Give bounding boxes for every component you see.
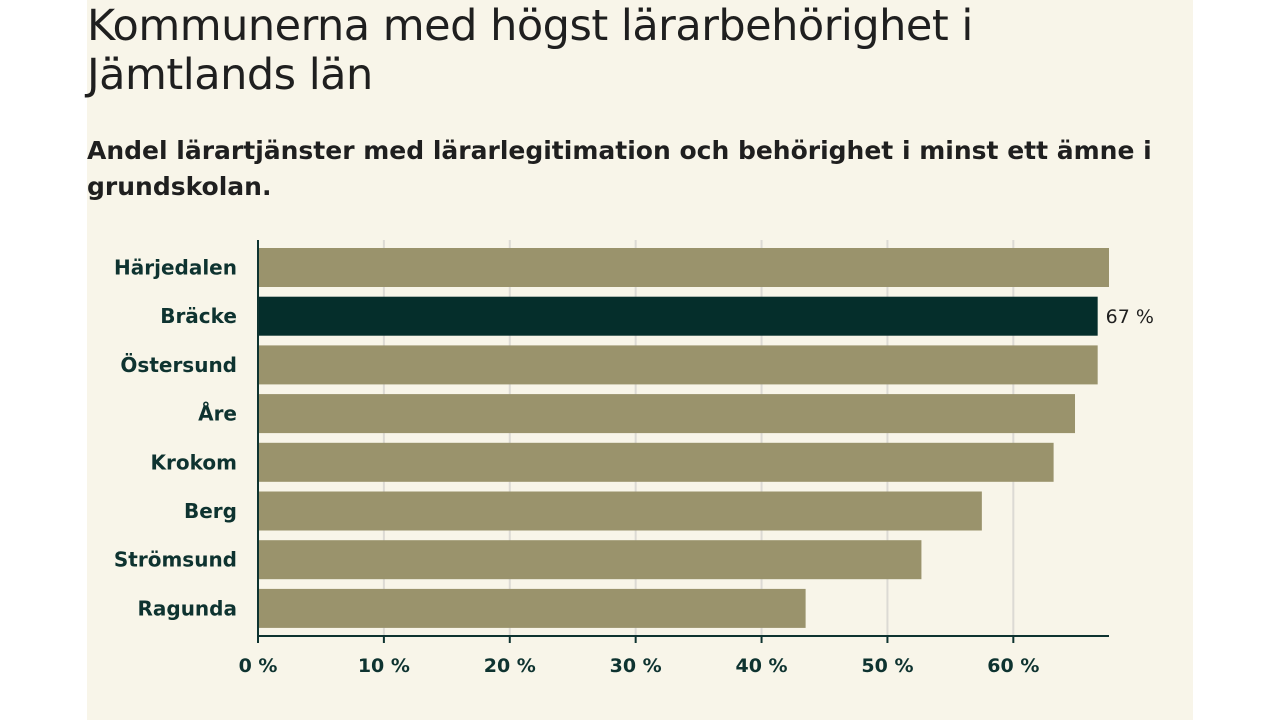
category-label-7: Ragunda <box>137 596 237 620</box>
bar-0 <box>258 248 1109 287</box>
bar-4 <box>258 442 1054 482</box>
category-label-0: Härjedalen <box>114 256 237 280</box>
bar-6 <box>258 540 922 580</box>
x-tick-label-60: 60 % <box>987 655 1039 677</box>
bar-3 <box>258 394 1076 434</box>
bar-5 <box>258 491 982 531</box>
bar-2 <box>258 345 1098 385</box>
category-label-1: Bräcke <box>160 304 237 328</box>
bar-7 <box>258 588 806 628</box>
category-label-2: Östersund <box>120 353 237 377</box>
category-label-3: Åre <box>198 402 237 426</box>
data-label-1: 67 % <box>1106 306 1154 328</box>
chart-subtitle: Andel lärartjänster med lärarlegitimatio… <box>87 136 1152 201</box>
x-tick-label-10: 10 % <box>358 655 410 677</box>
category-label-4: Krokom <box>151 450 237 474</box>
chart-title: Kommunerna med högst lärarbehörighet i J… <box>87 1 973 100</box>
category-label-5: Berg <box>184 499 237 523</box>
bar-1 <box>258 296 1098 336</box>
x-tick-label-30: 30 % <box>610 655 662 677</box>
x-tick-label-40: 40 % <box>736 655 788 677</box>
x-tick-label-20: 20 % <box>484 655 536 677</box>
x-tick-label-50: 50 % <box>861 655 913 677</box>
x-tick-label-0: 0 % <box>239 655 278 677</box>
category-label-6: Strömsund <box>114 548 237 572</box>
